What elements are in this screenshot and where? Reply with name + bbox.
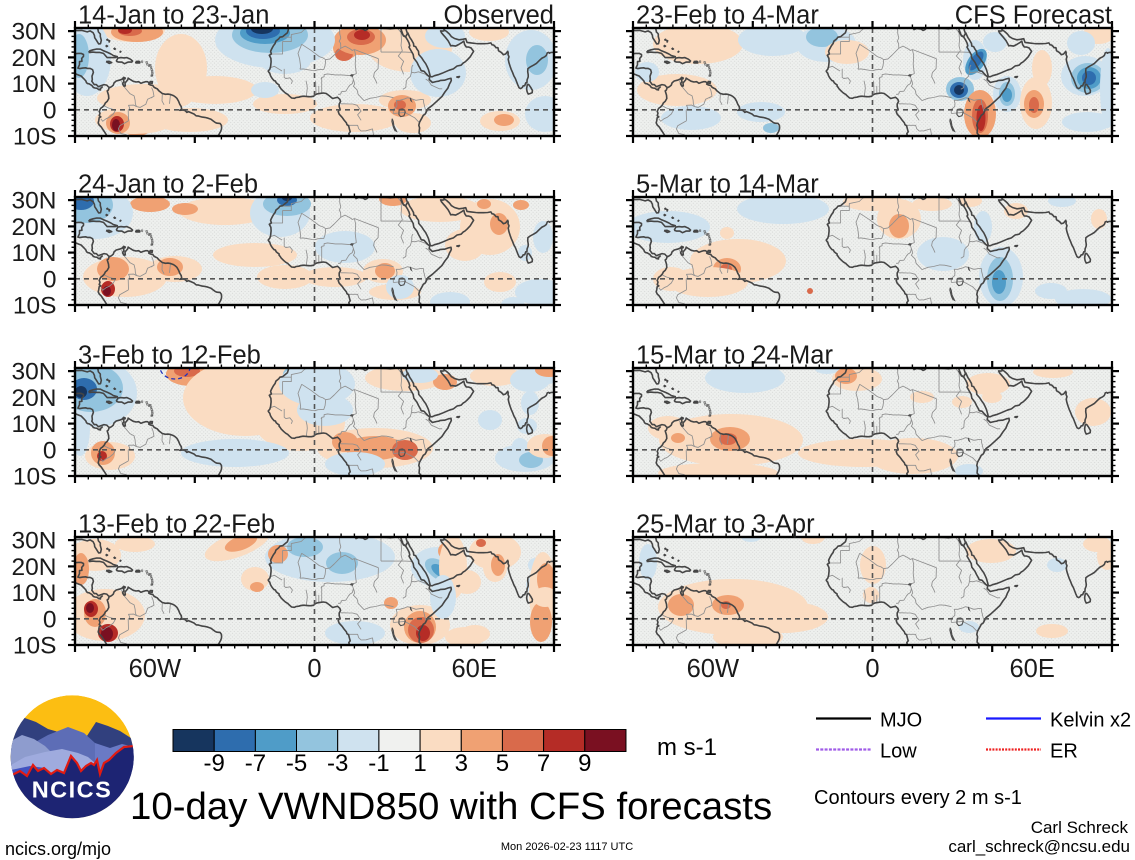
svg-text:30N: 30N <box>12 359 57 386</box>
svg-text:Observed: Observed <box>443 2 554 30</box>
svg-text:0: 0 <box>43 266 57 293</box>
svg-text:24-Jan to 2-Feb: 24-Jan to 2-Feb <box>78 171 258 199</box>
svg-text:10N: 10N <box>12 411 57 438</box>
svg-text:-7: -7 <box>245 750 266 777</box>
svg-text:Mon 2026-02-23 1117 UTC: Mon 2026-02-23 1117 UTC <box>501 841 633 853</box>
svg-text:10S: 10S <box>13 293 57 320</box>
svg-text:0: 0 <box>43 606 57 633</box>
svg-text:MJO: MJO <box>880 710 922 732</box>
svg-text:30N: 30N <box>12 188 57 215</box>
svg-text:0: 0 <box>43 97 57 124</box>
svg-text:13-Feb to 22-Feb: 13-Feb to 22-Feb <box>78 511 275 539</box>
svg-text:5: 5 <box>496 750 509 777</box>
svg-text:NCICS: NCICS <box>32 777 113 803</box>
svg-text:7: 7 <box>537 750 550 777</box>
svg-text:-1: -1 <box>368 750 389 777</box>
svg-text:1: 1 <box>413 750 426 777</box>
svg-text:10-day VWND850 with CFS foreca: 10-day VWND850 with CFS forecasts <box>130 785 772 828</box>
svg-text:20N: 20N <box>12 214 57 241</box>
svg-text:14-Jan to 23-Jan: 14-Jan to 23-Jan <box>78 2 269 30</box>
svg-text:carl_schreck@ncsu.edu: carl_schreck@ncsu.edu <box>948 837 1130 856</box>
svg-text:-3: -3 <box>327 750 348 777</box>
svg-text:10N: 10N <box>12 71 57 98</box>
svg-text:60W: 60W <box>129 655 181 683</box>
svg-text:Contours every 2 m s-1: Contours every 2 m s-1 <box>814 787 1022 809</box>
svg-text:-9: -9 <box>204 750 225 777</box>
svg-text:30N: 30N <box>12 19 57 46</box>
svg-text:3: 3 <box>455 750 468 777</box>
svg-text:Carl Schreck: Carl Schreck <box>1031 818 1129 837</box>
svg-text:Low: Low <box>880 741 917 763</box>
svg-text:20N: 20N <box>12 385 57 412</box>
svg-text:0: 0 <box>43 437 57 464</box>
svg-text:10N: 10N <box>12 580 57 607</box>
svg-text:CFS Forecast: CFS Forecast <box>955 2 1112 30</box>
svg-text:25-Mar to 3-Apr: 25-Mar to 3-Apr <box>636 511 815 539</box>
svg-text:20N: 20N <box>12 554 57 581</box>
svg-text:10N: 10N <box>12 240 57 267</box>
svg-text:5-Mar to 14-Mar: 5-Mar to 14-Mar <box>636 171 819 199</box>
svg-text:3-Feb to 12-Feb: 3-Feb to 12-Feb <box>78 342 261 370</box>
svg-text:10S: 10S <box>13 124 57 151</box>
svg-text:60W: 60W <box>687 655 739 683</box>
svg-text:20N: 20N <box>12 45 57 72</box>
svg-text:-5: -5 <box>286 750 307 777</box>
svg-text:15-Mar to 24-Mar: 15-Mar to 24-Mar <box>636 342 833 370</box>
svg-text:60E: 60E <box>452 655 497 683</box>
svg-text:Kelvin x2: Kelvin x2 <box>1050 710 1131 732</box>
svg-text:0: 0 <box>865 655 879 683</box>
svg-text:10S: 10S <box>13 464 57 491</box>
svg-text:ER: ER <box>1050 741 1078 763</box>
svg-text:m s-1: m s-1 <box>657 734 717 761</box>
svg-text:30N: 30N <box>12 528 57 555</box>
svg-text:60E: 60E <box>1010 655 1055 683</box>
svg-text:23-Feb to 4-Mar: 23-Feb to 4-Mar <box>636 2 819 30</box>
svg-text:0: 0 <box>307 655 321 683</box>
svg-text:9: 9 <box>578 750 591 777</box>
svg-text:10S: 10S <box>13 633 57 660</box>
svg-text:ncics.org/mjo: ncics.org/mjo <box>5 839 111 859</box>
